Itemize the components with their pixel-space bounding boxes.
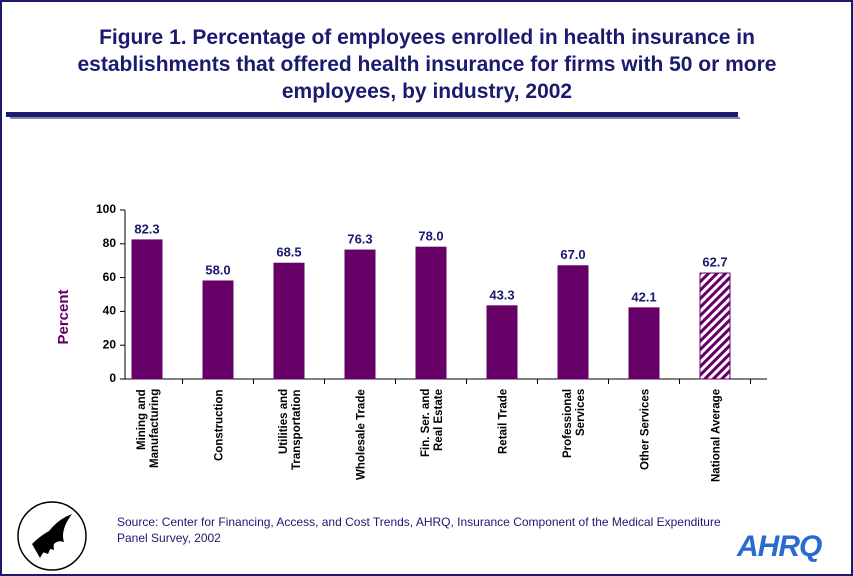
x-tick-label: Wholesale Trade [355,389,368,480]
y-axis-label: Percent [55,289,72,344]
y-tick-label: 40 [103,304,117,318]
source-note: Source: Center for Financing, Access, an… [117,515,721,545]
bar [131,239,163,380]
x-tick-label: Professional Services [562,389,587,459]
bar [273,262,305,380]
y-tick-label: 60 [103,270,117,284]
x-tick-label: Utilities and Transportation [278,389,303,470]
bar [486,305,518,380]
value-label: 68.5 [276,245,301,260]
bar [699,272,731,380]
x-tick-label: Fin. Ser. and Real Estate [420,389,445,458]
chart-title: Figure 1. Percentage of employees enroll… [77,26,777,103]
value-label: 58.0 [205,262,230,277]
bar [415,246,447,380]
x-tick-label: Other Services [639,389,652,471]
y-tick-label: 20 [103,337,117,351]
value-label: 43.3 [489,287,514,302]
x-tick-label: Retail Trade [497,389,510,455]
bar [557,265,589,380]
y-tick-label: 80 [103,236,117,250]
value-label: 67.0 [560,247,585,262]
title-rule-shadow [10,117,740,119]
y-tick-label: 0 [109,371,116,385]
x-tick-label: National Average [710,389,723,483]
value-label: 82.3 [134,221,159,236]
bar [202,280,234,380]
x-tick-label: Mining and Manufacturing [136,389,161,469]
y-tick-label: 100 [96,202,116,216]
title-rule [6,112,738,117]
logo: AHRQ [737,530,822,563]
x-tick-label: Construction [213,389,226,461]
hhs-seal [17,501,87,571]
value-label: 62.7 [702,254,727,269]
value-label: 78.0 [418,229,443,244]
value-label: 76.3 [347,231,372,246]
value-label: 42.1 [631,289,656,304]
bar [344,249,376,380]
bar [628,307,660,380]
